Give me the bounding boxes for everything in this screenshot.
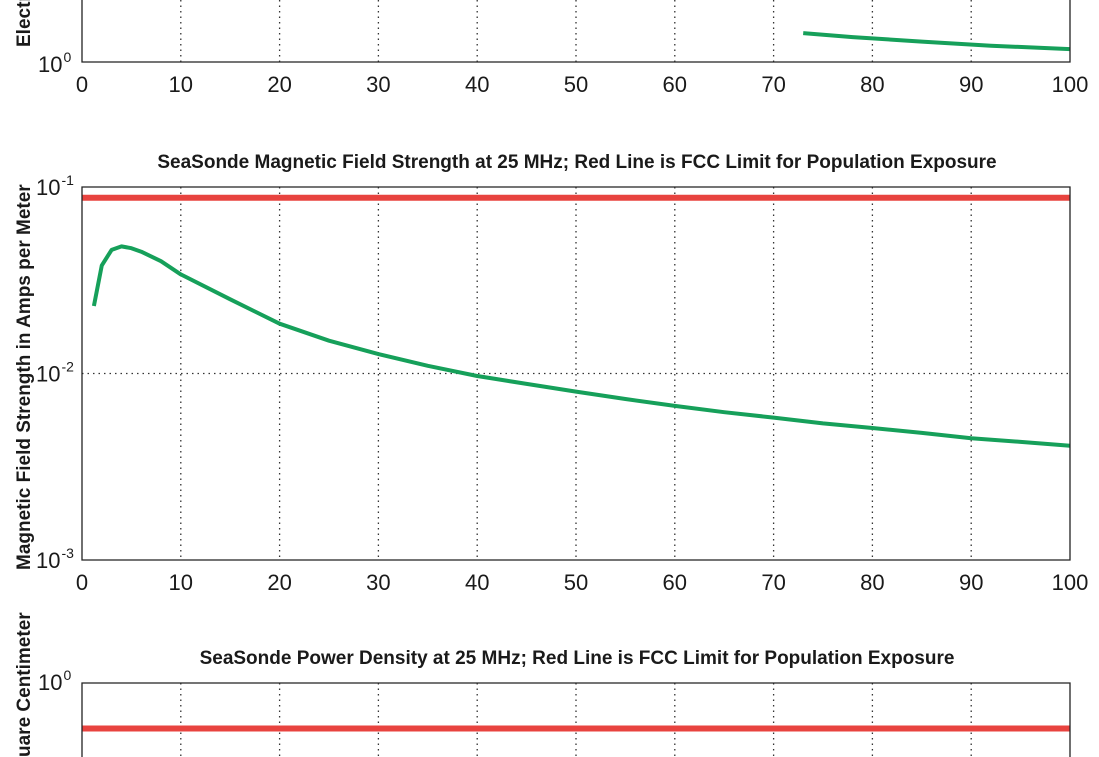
- y-axis-label: Magnetic Field Strength in Amps per Mete…: [14, 184, 35, 570]
- x-tick-label: 10: [169, 72, 193, 97]
- y-tick-labels: 100: [38, 667, 71, 695]
- y-tick-label: 10-2: [36, 359, 74, 387]
- y-tick-exponent: -2: [61, 359, 74, 375]
- y-tick-label: 10-1: [36, 172, 74, 200]
- axes-frame: [81, 0, 1071, 63]
- x-tick-label: 60: [663, 72, 687, 97]
- grid-lines: [82, 187, 1070, 560]
- y-tick-exponent: 0: [63, 667, 71, 683]
- chart-panel-electric-field: 0 10 20 30 40 50 60 70 80 90 100 100 Electri: [14, 0, 1088, 97]
- x-tick-label: 0: [76, 72, 88, 97]
- x-tick-label: 40: [465, 570, 489, 595]
- y-axis-label: uare Centimeter: [14, 612, 35, 757]
- x-tick-label: 10: [169, 570, 193, 595]
- series-group: [82, 194, 1071, 448]
- y-tick-labels: 100: [38, 49, 71, 77]
- grid-lines: [180, 0, 972, 62]
- chart-panel-power-density: SeaSonde Power Density at 25 MHz; Red Li…: [14, 612, 1071, 757]
- grid-lines: [180, 683, 972, 757]
- y-tick-exponent: -3: [61, 545, 74, 561]
- chart-title: SeaSonde Power Density at 25 MHz; Red Li…: [200, 648, 955, 669]
- axes-frame: [81, 186, 1071, 561]
- x-tick-label: 30: [366, 570, 390, 595]
- x-tick-label: 20: [267, 72, 291, 97]
- x-tick-label: 60: [663, 570, 687, 595]
- x-tick-label: 80: [860, 570, 884, 595]
- x-tick-label: 30: [366, 72, 390, 97]
- x-tick-label: 0: [76, 570, 88, 595]
- x-tick-label: 80: [860, 72, 884, 97]
- x-tick-label: 20: [267, 570, 291, 595]
- series-line: [803, 31, 1071, 52]
- x-tick-label: 90: [959, 72, 983, 97]
- x-tick-label: 70: [761, 570, 785, 595]
- y-axis-label: Electri: [14, 0, 35, 47]
- y-tick-label: 10-3: [36, 545, 74, 573]
- x-tick-label: 100: [1052, 72, 1089, 97]
- y-tick-exponent: 0: [63, 49, 71, 65]
- x-tick-label: 90: [959, 570, 983, 595]
- x-tick-label: 40: [465, 72, 489, 97]
- series-line: [91, 244, 1071, 448]
- y-tick-label: 100: [38, 49, 71, 77]
- x-tick-label: 50: [564, 72, 588, 97]
- series-group: [803, 31, 1071, 52]
- x-tick-labels: 0 10 20 30 40 50 60 70 80 90 100: [76, 570, 1088, 595]
- chart-title: SeaSonde Magnetic Field Strength at 25 M…: [157, 152, 996, 173]
- y-tick-label: 100: [38, 667, 71, 695]
- y-tick-exponent: -1: [61, 172, 74, 188]
- y-tick-labels: 10-1 10-2 10-3: [36, 172, 74, 573]
- axes-frame: [81, 682, 1071, 757]
- chart-panel-magnetic-field: SeaSonde Magnetic Field Strength at 25 M…: [14, 152, 1088, 595]
- x-tick-labels: 0 10 20 30 40 50 60 70 80 90 100: [76, 72, 1088, 97]
- x-tick-label: 70: [761, 72, 785, 97]
- x-tick-label: 50: [564, 570, 588, 595]
- x-tick-label: 100: [1052, 570, 1089, 595]
